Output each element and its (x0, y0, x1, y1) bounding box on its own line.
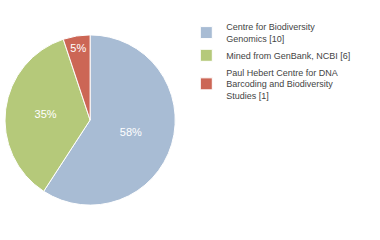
svg-text:Paul Hebert Centre for DNABarc: Paul Hebert Centre for DNABarcoding and … (226, 68, 338, 101)
svg-text:5%: 5% (70, 42, 86, 54)
svg-text:Mined from GenBank, NCBI [6]: Mined from GenBank, NCBI [6] (226, 51, 350, 61)
svg-text:35%: 35% (35, 108, 57, 120)
svg-text:58%: 58% (120, 126, 142, 138)
svg-text:Centre for BiodiversityGenomic: Centre for BiodiversityGenomics [10] (226, 22, 315, 44)
